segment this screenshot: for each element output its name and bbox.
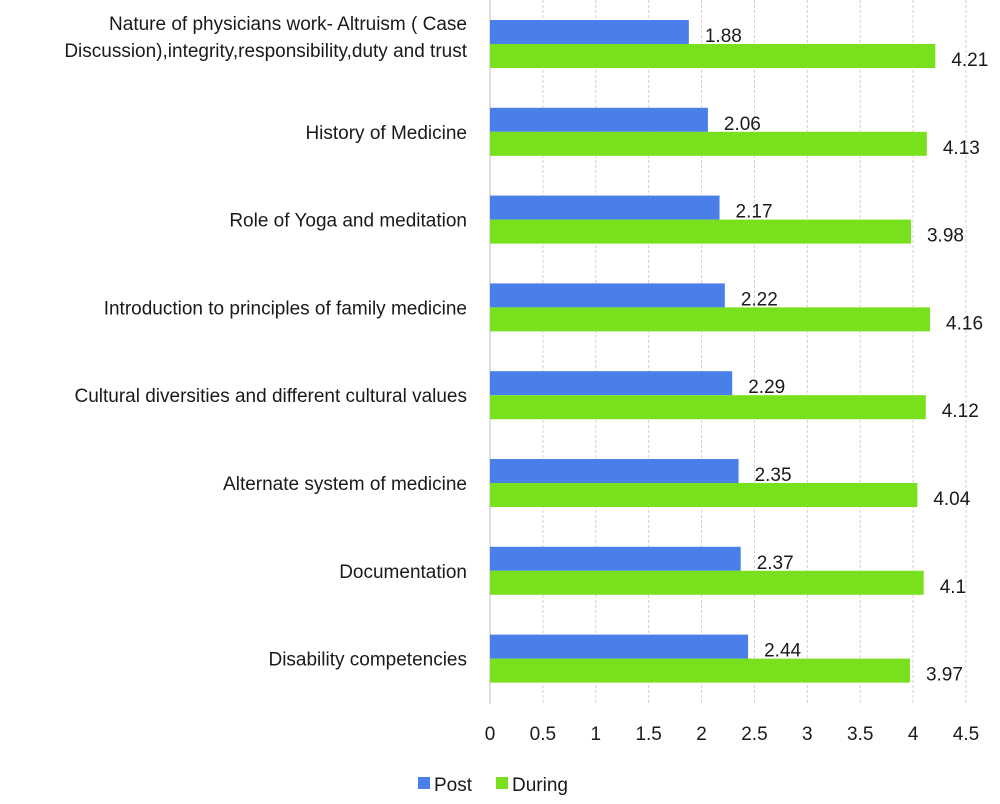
legend-label-during: During [512, 775, 568, 796]
category-label: Introduction to principles of family med… [104, 298, 467, 319]
x-tick-label: 1.5 [635, 724, 661, 745]
data-label-during: 4.1 [940, 577, 966, 598]
data-label-post: 1.88 [705, 26, 742, 47]
legend-swatch-during [496, 777, 508, 789]
legend-label-post: Post [434, 775, 473, 796]
data-label-during: 3.97 [926, 665, 963, 686]
data-label-post: 2.44 [764, 641, 801, 662]
bar-post-4 [490, 371, 733, 396]
x-tick-label: 3.5 [847, 724, 873, 745]
gridlines [489, 0, 967, 704]
x-tick-label: 1 [590, 724, 601, 745]
data-label-during: 4.13 [943, 138, 980, 159]
data-label-during: 3.98 [927, 226, 964, 247]
category-label: Alternate system of medicine [223, 474, 467, 495]
bar-post-2 [490, 195, 720, 220]
legend-swatch-post [418, 777, 430, 789]
category-label: Documentation [339, 562, 467, 583]
category-label: Disability competencies [268, 650, 467, 671]
bar-during-6 [490, 570, 924, 595]
x-tick-label: 0 [485, 724, 496, 745]
category-label: Role of Yoga and meditation [229, 211, 467, 232]
bar-post-7 [490, 634, 749, 659]
data-label-post: 2.29 [748, 377, 785, 398]
category-label: Cultural diversities and different cultu… [74, 386, 467, 407]
bar-post-1 [490, 107, 708, 132]
bar-during-7 [490, 658, 910, 683]
bars [490, 20, 936, 683]
bar-post-6 [490, 546, 741, 571]
data-label-post: 2.17 [736, 202, 773, 223]
data-label-post: 2.06 [724, 114, 761, 135]
data-label-during: 4.16 [946, 313, 983, 334]
x-tick-label: 0.5 [530, 724, 556, 745]
x-tick-label: 4 [908, 724, 919, 745]
bar-post-0 [490, 20, 689, 44]
x-tick-label: 2 [696, 724, 707, 745]
x-tick-label: 2.5 [741, 724, 767, 745]
data-label-during: 4.04 [933, 489, 970, 510]
bar-post-3 [490, 283, 725, 308]
bar-during-5 [490, 483, 918, 507]
bar-during-4 [490, 395, 926, 420]
data-label-post: 2.22 [741, 289, 778, 310]
x-tick-label: 4.5 [953, 724, 979, 745]
data-label-post: 2.37 [757, 553, 794, 574]
bar-during-2 [490, 219, 911, 244]
data-label-during: 4.12 [942, 401, 979, 422]
data-label-during: 4.21 [951, 50, 988, 71]
data-label-post: 2.35 [755, 465, 792, 486]
labels: 0 0.5 1 1.5 2 2.5 3 3.5 4 4.5 Nature of physicians… [64, 14, 988, 745]
bar-during-0 [490, 44, 936, 68]
category-label: Nature of physicians work- Altruism ( Ca… [64, 14, 467, 62]
bar-during-1 [490, 131, 927, 156]
legend: Post During [418, 775, 568, 796]
bar-post-5 [490, 459, 739, 483]
x-tick-label: 3 [802, 724, 813, 745]
bar-during-3 [490, 307, 931, 332]
category-label: History of Medicine [305, 123, 467, 144]
